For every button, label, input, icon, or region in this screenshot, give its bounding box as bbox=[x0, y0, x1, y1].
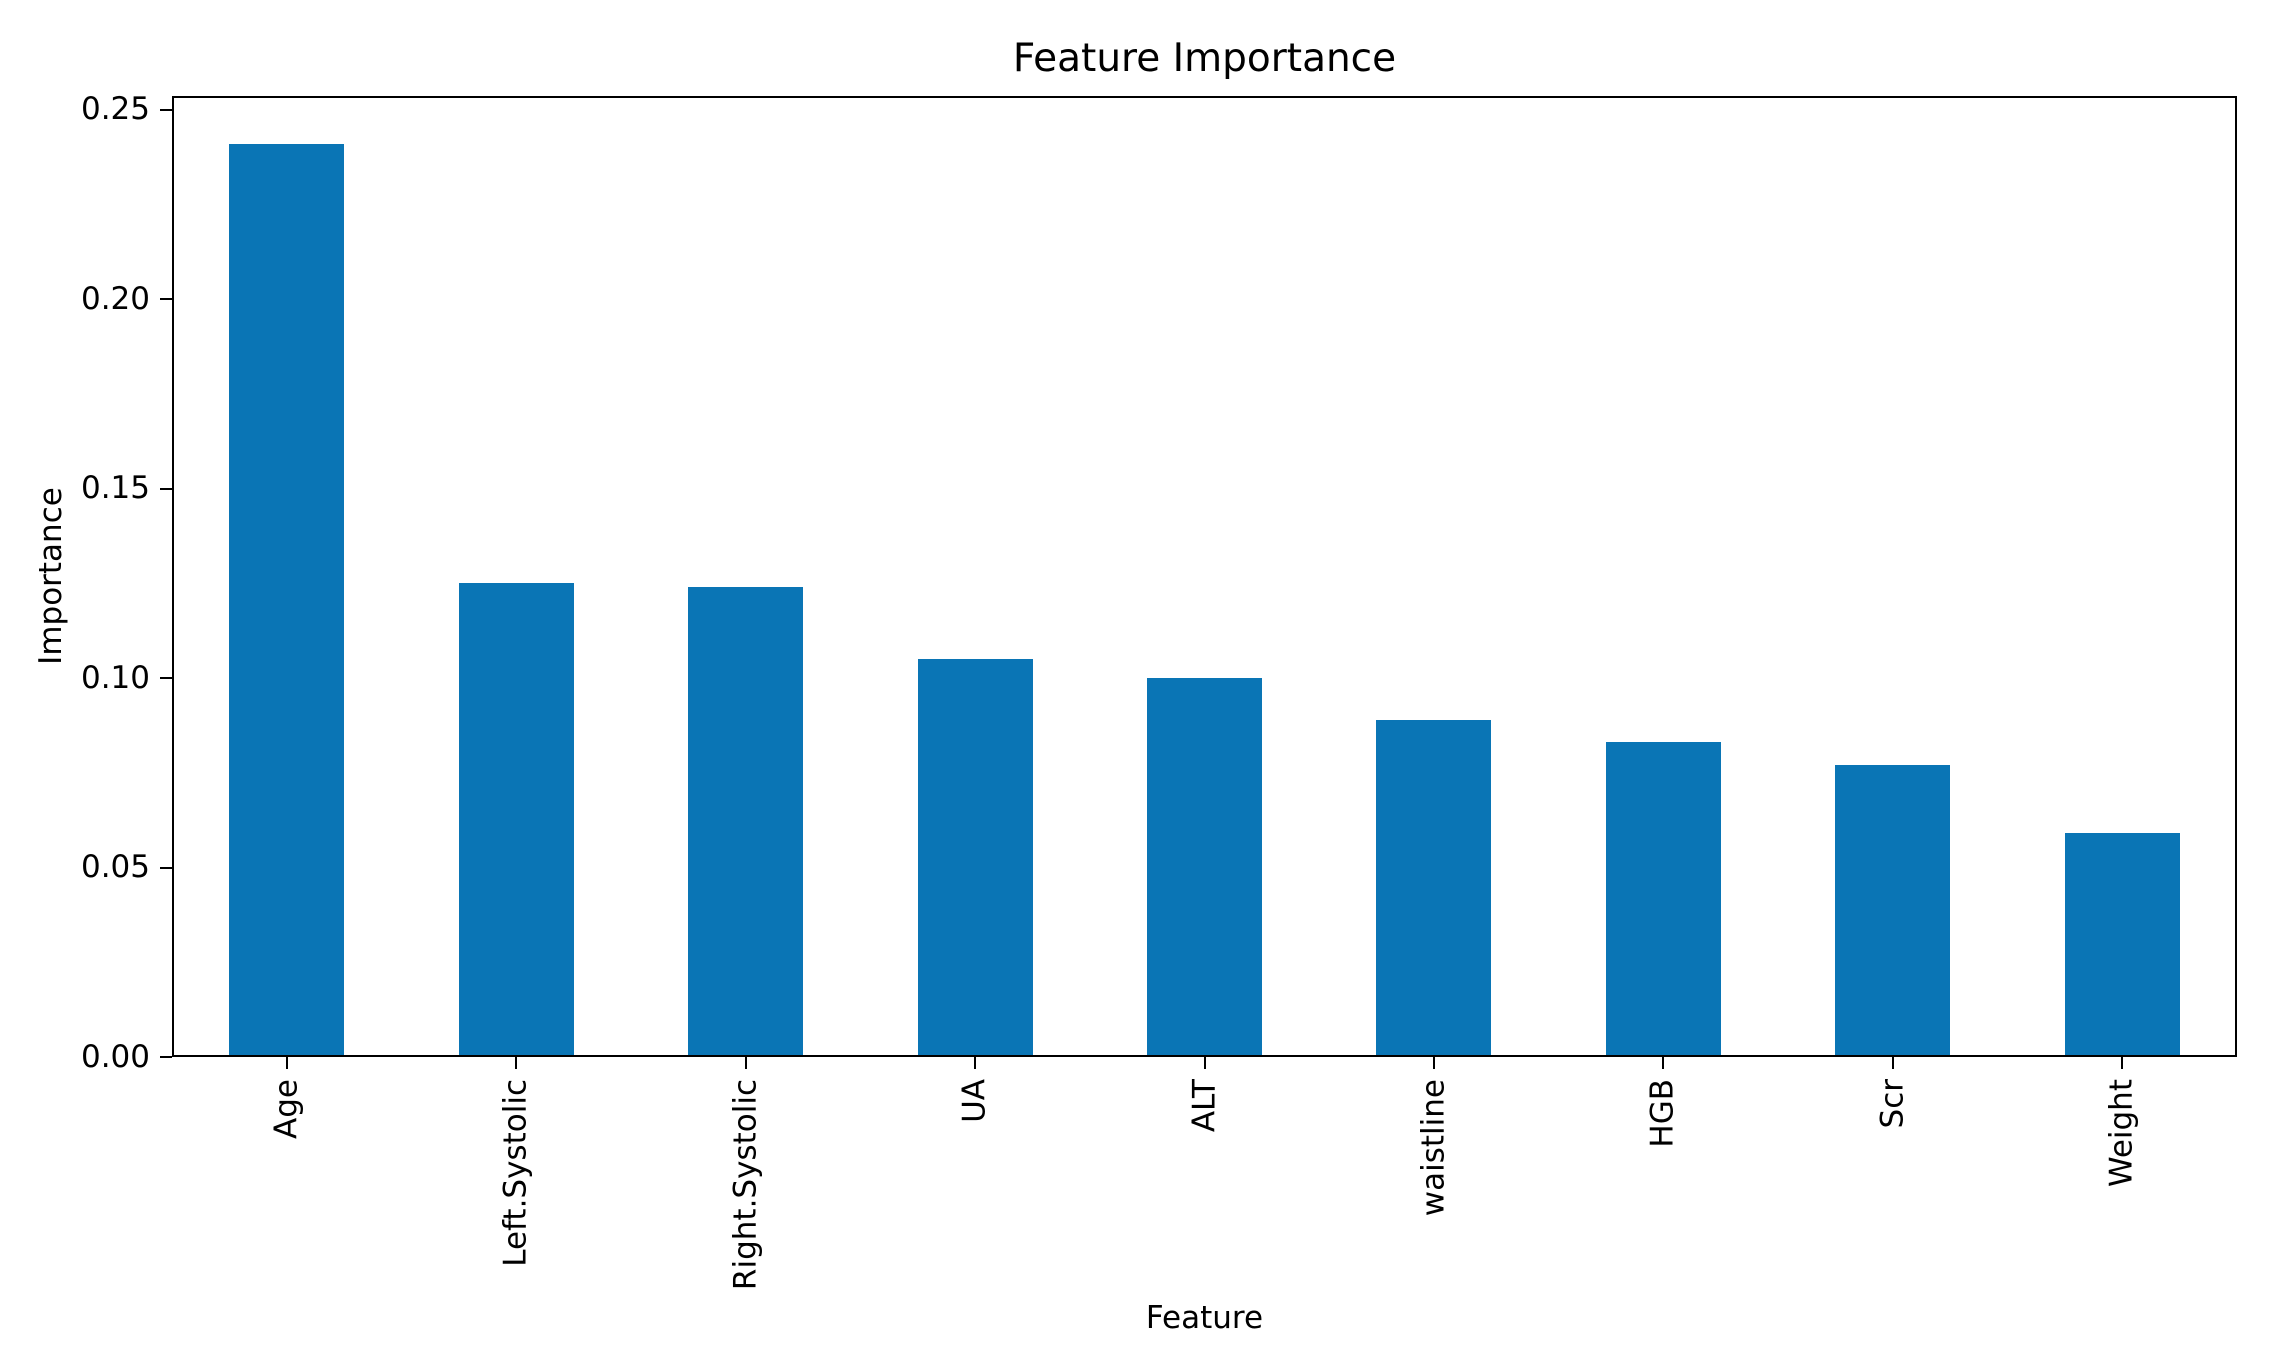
x-tick-mark bbox=[1203, 1057, 1206, 1069]
bar-hgb bbox=[1605, 742, 1721, 1057]
bar-right-systolic bbox=[688, 587, 804, 1057]
x-tick-mark bbox=[2121, 1057, 2124, 1069]
bar-ua bbox=[917, 659, 1033, 1057]
x-tick-label: HGB bbox=[1644, 1079, 1681, 1148]
y-tick-label: 0.00 bbox=[80, 1038, 150, 1075]
x-tick-label: waistline bbox=[1415, 1079, 1452, 1217]
x-tick-label: ALT bbox=[1186, 1079, 1222, 1133]
x-tick-mark bbox=[744, 1057, 747, 1069]
x-tick-label: Right.Systolic bbox=[727, 1079, 764, 1291]
x-tick-mark bbox=[1432, 1057, 1435, 1069]
y-tick-label: 0.20 bbox=[80, 280, 150, 317]
y-tick-mark bbox=[160, 866, 172, 869]
x-tick-label: Left.Systolic bbox=[497, 1079, 534, 1267]
y-tick-label: 0.10 bbox=[80, 659, 150, 696]
x-tick-label: Weight bbox=[2103, 1079, 2140, 1188]
y-tick-mark bbox=[160, 1056, 172, 1058]
x-tick-label: Scr bbox=[1874, 1079, 1911, 1129]
bar-waistline bbox=[1376, 719, 1492, 1057]
y-tick-label: 0.15 bbox=[80, 470, 150, 507]
bar-alt bbox=[1147, 678, 1262, 1057]
x-tick-label: Age bbox=[268, 1079, 305, 1139]
y-tick-label: 0.05 bbox=[80, 849, 150, 886]
bar-left-systolic bbox=[458, 583, 574, 1057]
y-axis-label: Importance bbox=[33, 487, 69, 665]
x-tick-mark bbox=[1891, 1057, 1894, 1069]
x-axis-label: Feature bbox=[1145, 1300, 1264, 1336]
chart-title: Feature Importance bbox=[1012, 36, 1397, 81]
x-tick-label: UA bbox=[956, 1079, 993, 1123]
y-tick-mark bbox=[160, 298, 172, 301]
y-tick-mark bbox=[160, 487, 172, 490]
x-tick-mark bbox=[515, 1057, 518, 1069]
bar-scr bbox=[1835, 765, 1951, 1057]
x-tick-mark bbox=[974, 1057, 977, 1069]
x-tick-mark bbox=[1662, 1057, 1665, 1069]
y-tick-mark bbox=[160, 108, 172, 111]
bar-weight bbox=[2064, 833, 2180, 1057]
y-tick-mark bbox=[160, 677, 172, 680]
x-tick-mark bbox=[285, 1057, 288, 1069]
bar-age bbox=[229, 143, 345, 1057]
y-tick-label: 0.25 bbox=[80, 91, 150, 128]
